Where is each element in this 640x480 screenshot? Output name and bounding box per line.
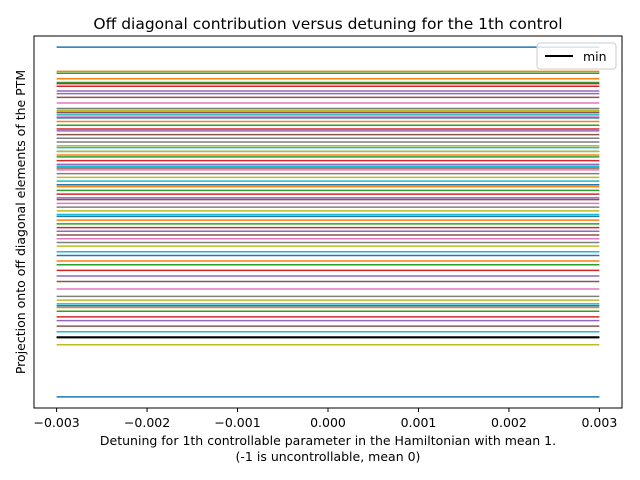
legend-box: [536, 42, 617, 70]
x-tick-label: 0.000: [310, 415, 346, 430]
x-tick-label: −0.003: [33, 415, 79, 430]
legend-label-min: min: [583, 49, 607, 64]
x-tick-label: −0.002: [124, 415, 170, 430]
x-tick-label: 0.003: [581, 415, 617, 430]
series-lines: [56, 46, 600, 398]
chart-title: Off diagonal contribution versus detunin…: [93, 15, 562, 33]
x-axis-ticks: −0.003 −0.002 −0.001 0.000 0.001 0.002 0.003: [33, 408, 617, 430]
x-axis-label-line1: Detuning for 1th controllable parameter …: [100, 433, 556, 448]
y-axis-label: Projection onto off diagonal elements of…: [13, 70, 28, 374]
legend: min: [536, 42, 617, 70]
x-tick-label: −0.001: [214, 415, 260, 430]
x-axis-label-line2: (-1 is uncontrollable, mean 0): [236, 449, 421, 464]
x-tick-label: 0.002: [491, 415, 527, 430]
x-tick-label: 0.001: [401, 415, 437, 430]
